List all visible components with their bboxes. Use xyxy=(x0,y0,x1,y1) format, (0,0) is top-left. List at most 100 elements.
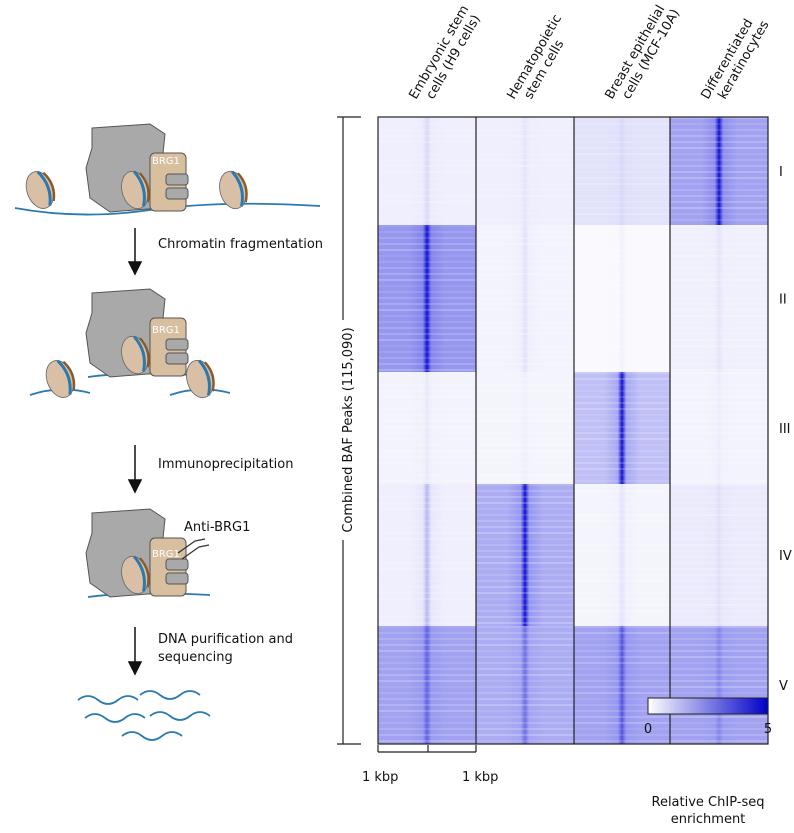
heatmap-streak xyxy=(574,622,670,624)
heatmap-streak xyxy=(574,171,670,173)
heatmap-streak xyxy=(476,656,574,658)
heatmap-streak xyxy=(378,207,476,209)
heatmap-streak xyxy=(378,213,476,215)
step-label: DNA purification and xyxy=(158,632,293,647)
heatmap-streak xyxy=(574,686,670,688)
heatmap-peak xyxy=(701,225,737,372)
heatmap-streak xyxy=(378,225,476,227)
heatmap-streak xyxy=(670,420,768,422)
heatmap-streak xyxy=(670,402,768,404)
heatmap-streak xyxy=(476,339,574,341)
heatmap-streak xyxy=(476,604,574,606)
heatmap-streak xyxy=(574,237,670,239)
heatmap-streak xyxy=(670,273,768,275)
heatmap-streak xyxy=(476,357,574,359)
heatmap-streak xyxy=(670,255,768,257)
heatmap-streak xyxy=(670,426,768,428)
heatmap-streak xyxy=(670,339,768,341)
heatmap-streak xyxy=(378,674,476,676)
heatmap-streak xyxy=(378,231,476,233)
heatmap-peak xyxy=(409,117,445,225)
heatmap-streak xyxy=(670,668,768,670)
heatmap-streak xyxy=(476,680,574,682)
heatmap-streak xyxy=(476,484,574,486)
heatmap-streak xyxy=(670,580,768,582)
heatmap-streak xyxy=(670,680,768,682)
heatmap-streak xyxy=(670,656,768,658)
heatmap-streak xyxy=(378,656,476,658)
heatmap-streak xyxy=(574,556,670,558)
heatmap-streak xyxy=(378,556,476,558)
heatmap-streak xyxy=(574,432,670,434)
heatmap-streak xyxy=(378,616,476,618)
heatmap-streak xyxy=(574,327,670,329)
heatmap-streak xyxy=(574,372,670,374)
heatmap-streak xyxy=(378,686,476,688)
heatmap-streak xyxy=(476,456,574,458)
heatmap-streak xyxy=(476,490,574,492)
heatmap-streak xyxy=(670,183,768,185)
heatmap-streak xyxy=(670,129,768,131)
heatmap-streak xyxy=(476,592,574,594)
heatmap-streak xyxy=(378,426,476,428)
arrows xyxy=(127,228,143,676)
heatmap-streak xyxy=(476,704,574,706)
heatmap-streak xyxy=(476,568,574,570)
heatmap-streak xyxy=(670,189,768,191)
heatmap-streak xyxy=(378,622,476,624)
heatmap-streak xyxy=(476,438,574,440)
heatmap-streak xyxy=(378,297,476,299)
heatmap-streak xyxy=(476,414,574,416)
heatmap-streak xyxy=(670,201,768,203)
heatmap-streak xyxy=(574,632,670,634)
heatmap-streak xyxy=(378,384,476,386)
heatmap-streak xyxy=(476,159,574,161)
heatmap-streak xyxy=(574,626,670,628)
heatmap-streak xyxy=(378,321,476,323)
heatmap-peak xyxy=(409,372,445,484)
scale-bar xyxy=(377,745,477,753)
brg1-label: BRG1 xyxy=(152,549,180,560)
heatmap-streak xyxy=(574,303,670,305)
heatmap-streak xyxy=(378,201,476,203)
heatmap-streak xyxy=(378,261,476,263)
heatmap-streak xyxy=(670,369,768,371)
heatmap-streak xyxy=(476,117,574,119)
heatmap-streak xyxy=(476,562,574,564)
heatmap-streak xyxy=(476,426,574,428)
heatmap-streak xyxy=(378,604,476,606)
heatmap-streak xyxy=(378,704,476,706)
heatmap-streak xyxy=(378,626,476,628)
heatmap-streak xyxy=(378,716,476,718)
heatmap-peak xyxy=(604,484,640,626)
heatmap-streak xyxy=(574,544,670,546)
heatmap-streak xyxy=(476,462,574,464)
heatmap-streak xyxy=(670,297,768,299)
heatmap-streak xyxy=(574,420,670,422)
heatmap-streak xyxy=(378,177,476,179)
heatmap-streak xyxy=(574,526,670,528)
heatmap-streak xyxy=(670,414,768,416)
heatmap-streak xyxy=(574,568,670,570)
antibody-label: Anti-BRG1 xyxy=(184,520,250,535)
heatmap-streak xyxy=(378,243,476,245)
heatmap-streak xyxy=(670,153,768,155)
heatmap-streak xyxy=(476,309,574,311)
heatmap-streak xyxy=(378,532,476,534)
heatmap-streak xyxy=(670,327,768,329)
heatmap-streak xyxy=(574,538,670,540)
heatmap-streak xyxy=(378,562,476,564)
heatmap-streak xyxy=(574,474,670,476)
heatmap-streak xyxy=(670,586,768,588)
heatmap-streak xyxy=(378,644,476,646)
heatmap-streak xyxy=(378,432,476,434)
heatmap-cell xyxy=(476,372,574,484)
heatmap-streak xyxy=(670,734,768,736)
heatmap-streak xyxy=(670,432,768,434)
heatmap-streak xyxy=(378,496,476,498)
heatmap-streak xyxy=(476,333,574,335)
heatmap-streak xyxy=(574,438,670,440)
heatmap-streak xyxy=(574,291,670,293)
heatmap-streak xyxy=(378,502,476,504)
